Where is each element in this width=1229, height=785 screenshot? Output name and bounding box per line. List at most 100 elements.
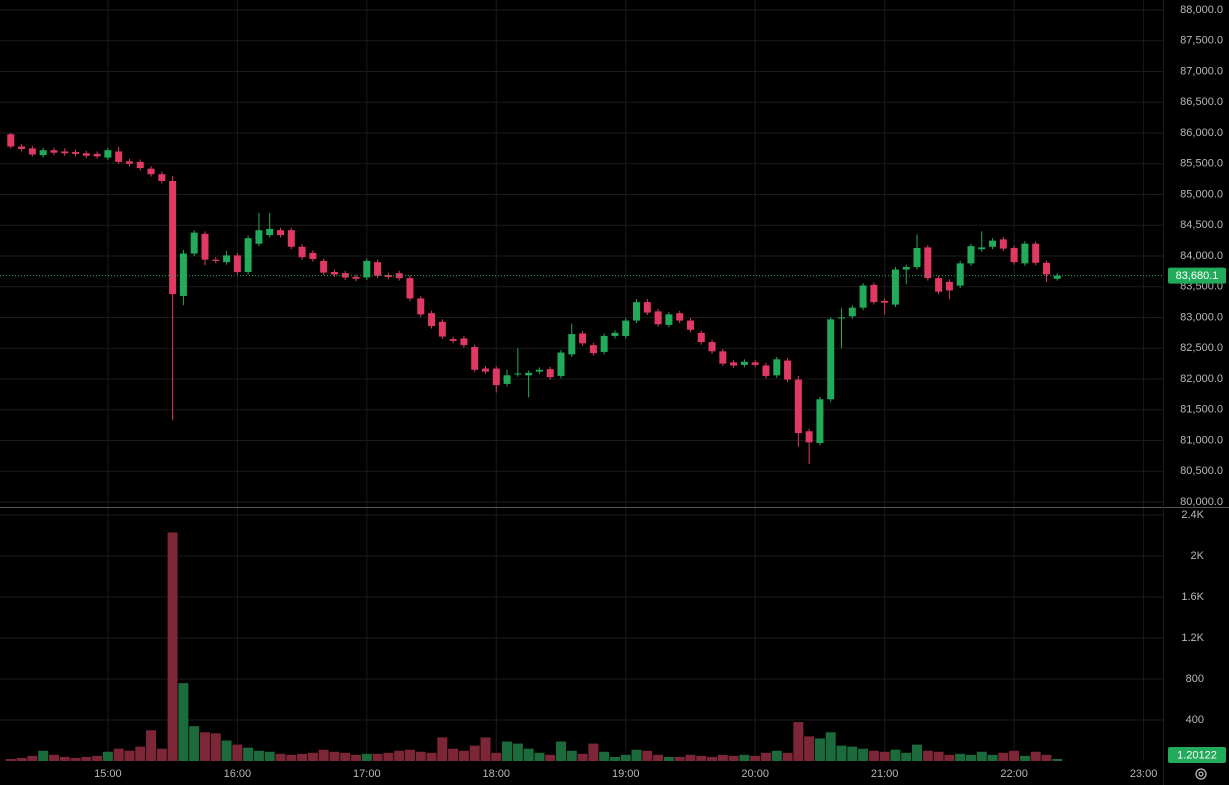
candle-body xyxy=(676,313,684,321)
volume-tick-label: 2K xyxy=(1191,550,1205,562)
candle-body xyxy=(708,342,716,352)
candle-body xyxy=(244,238,252,272)
candle-body xyxy=(320,260,328,273)
x-tick-label: 18:00 xyxy=(483,768,511,780)
candle-body xyxy=(535,369,543,372)
candle-body xyxy=(1010,248,1018,263)
volume-bar xyxy=(976,751,987,761)
y-tick-label: 87,500.0 xyxy=(1180,35,1223,47)
y-tick-label: 86,000.0 xyxy=(1180,127,1223,139)
candle-body xyxy=(762,365,770,376)
candle-body xyxy=(784,360,792,380)
candle-body xyxy=(989,240,997,247)
candle-body xyxy=(158,174,166,181)
candle-body xyxy=(978,247,986,250)
volume-bar xyxy=(1041,754,1052,761)
y-tick-label: 83,000.0 xyxy=(1180,311,1223,323)
candle-body xyxy=(935,278,943,292)
candle-body xyxy=(460,338,468,346)
candle-body xyxy=(1021,243,1029,264)
volume-bar xyxy=(394,750,405,761)
candle-body xyxy=(255,230,263,244)
y-tick-label: 84,000.0 xyxy=(1180,250,1223,262)
settings-icon[interactable] xyxy=(1195,768,1207,780)
volume-bar xyxy=(868,750,879,761)
settings-icon-ring[interactable] xyxy=(1195,768,1207,780)
volume-bar xyxy=(556,741,567,761)
x-tick-label: 17:00 xyxy=(353,768,381,780)
volume-bar xyxy=(372,753,383,761)
candle-body xyxy=(686,320,694,330)
volume-bar xyxy=(351,754,362,761)
y-tick-label: 82,500.0 xyxy=(1180,342,1223,354)
volume-bar xyxy=(577,753,588,761)
volume-bar xyxy=(814,738,825,761)
volume-bar xyxy=(232,744,243,761)
volume-bar xyxy=(1009,750,1020,761)
volume-bar xyxy=(620,754,631,761)
candle-body xyxy=(471,347,479,370)
y-tick-label: 81,500.0 xyxy=(1180,404,1223,416)
y-tick-label: 85,500.0 xyxy=(1180,158,1223,170)
volume-bar xyxy=(415,751,426,761)
candle-body xyxy=(104,150,112,158)
candle-body xyxy=(514,373,522,375)
volume-bar xyxy=(717,754,728,761)
candle-body xyxy=(924,247,932,279)
candle-body xyxy=(438,321,446,337)
x-tick-label: 15:00 xyxy=(94,768,122,780)
candle-body xyxy=(740,361,748,365)
candle-body xyxy=(956,263,964,286)
volume-bar xyxy=(502,741,513,761)
volume-bar xyxy=(448,748,459,761)
volume-bar xyxy=(1030,751,1041,761)
volume-bar xyxy=(286,754,297,761)
candle-body xyxy=(891,269,899,305)
y-tick-label: 81,000.0 xyxy=(1180,434,1223,446)
volume-bar xyxy=(189,726,200,761)
candle-body xyxy=(902,267,910,270)
volume-bar xyxy=(307,752,318,761)
volume-bar xyxy=(361,753,372,761)
volume-bar xyxy=(253,750,264,761)
volume-bar xyxy=(663,756,674,761)
volume-bar xyxy=(135,746,146,761)
y-tick-label: 84,500.0 xyxy=(1180,219,1223,231)
candle-body xyxy=(1042,262,1050,275)
volume-bar xyxy=(696,755,707,761)
volume-bar xyxy=(685,754,696,761)
candle-body xyxy=(169,180,177,295)
candle-body xyxy=(546,369,554,378)
candle-body xyxy=(384,275,392,277)
settings-icon-core[interactable] xyxy=(1198,771,1204,777)
volume-tick-label: 800 xyxy=(1186,673,1204,685)
volume-bar xyxy=(437,737,448,761)
x-tick-label: 21:00 xyxy=(871,768,899,780)
candle-body xyxy=(945,281,953,291)
volume-bar xyxy=(879,751,890,761)
candle-body xyxy=(298,246,306,258)
volume-bar xyxy=(599,751,610,761)
volume-bar xyxy=(340,752,351,761)
volume-bar xyxy=(512,743,523,761)
candle-body xyxy=(492,368,500,386)
candle-body xyxy=(266,228,274,236)
x-tick-label: 19:00 xyxy=(612,768,640,780)
candle-body xyxy=(751,362,759,365)
candle-body xyxy=(600,335,608,352)
volume-tick-label: 1.2K xyxy=(1181,632,1204,644)
volume-bar xyxy=(243,747,254,761)
volume-bar xyxy=(199,732,210,761)
volume-bar xyxy=(102,751,113,761)
volume-bar xyxy=(383,752,394,761)
x-tick-label: 16:00 xyxy=(224,768,252,780)
volume-bar xyxy=(81,756,92,761)
volume-bar xyxy=(912,744,923,761)
candle-body xyxy=(50,150,58,153)
candle-body xyxy=(633,302,641,321)
volume-bar xyxy=(404,749,415,761)
candle-body xyxy=(913,248,921,268)
x-tick-label: 20:00 xyxy=(741,768,769,780)
candle-body xyxy=(330,271,338,275)
